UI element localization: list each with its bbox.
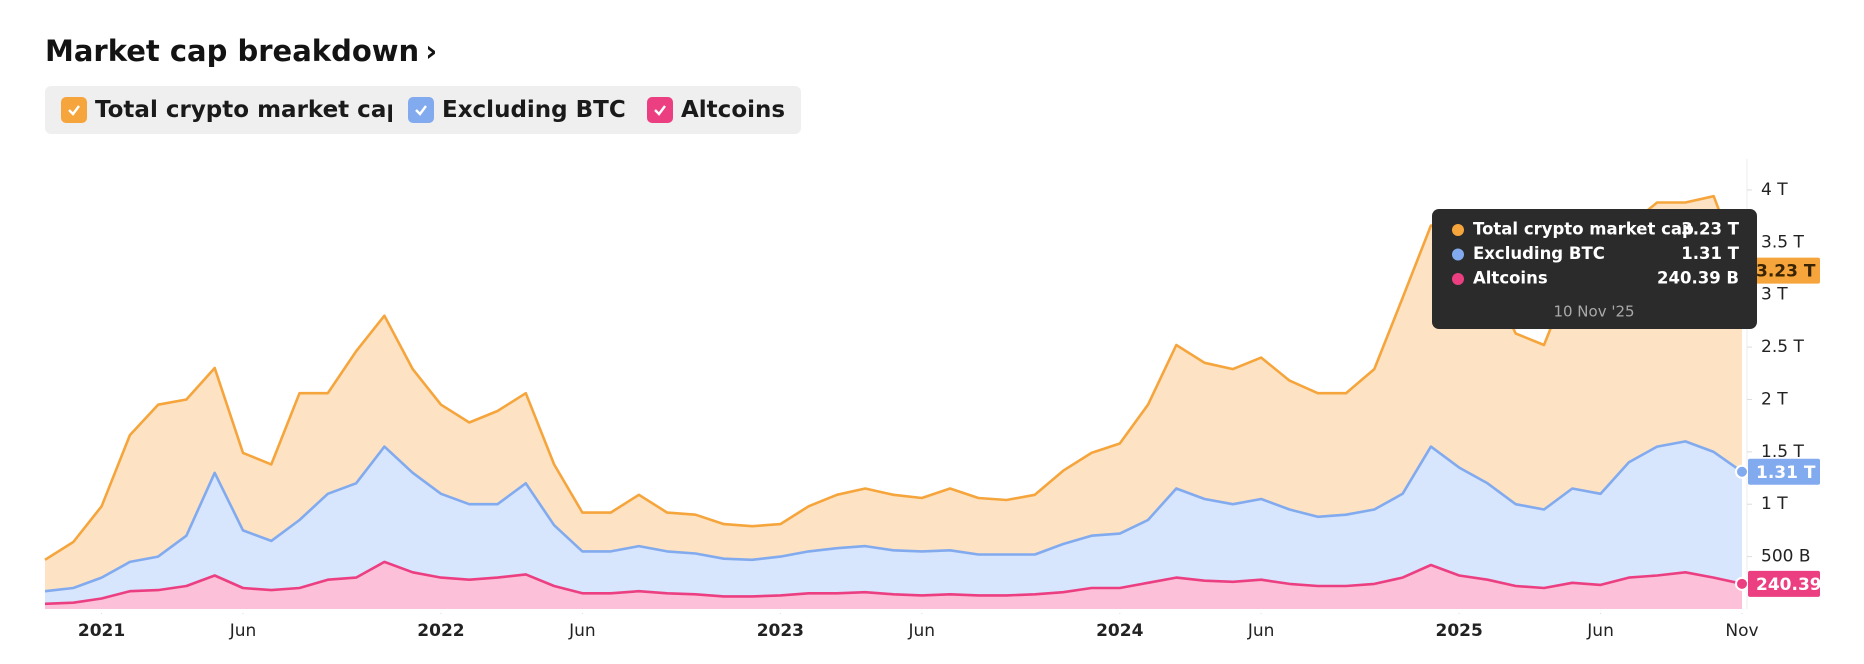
x-tick-label: Jun bbox=[229, 621, 257, 641]
legend-label[interactable]: Total crypto market cap bbox=[95, 97, 403, 123]
x-tick-label: 2021 bbox=[78, 621, 125, 641]
area-fill bbox=[45, 561, 1742, 609]
checkbox[interactable] bbox=[647, 97, 673, 123]
legend-label[interactable]: Excluding BTC bbox=[442, 97, 626, 123]
x-tick-label: 2023 bbox=[757, 621, 804, 641]
y-tick-label: 2 T bbox=[1761, 389, 1788, 409]
tooltip-value: 3.23 T bbox=[1681, 220, 1739, 239]
x-tick-label: Nov bbox=[1725, 621, 1758, 641]
series-line bbox=[44, 560, 1743, 606]
x-tick-label: 2022 bbox=[417, 621, 464, 641]
x-tick-label: 2024 bbox=[1096, 621, 1143, 641]
y-tick-label: 3 T bbox=[1761, 285, 1788, 305]
legend-toggle[interactable]: Excluding BTC bbox=[392, 86, 642, 134]
checkbox[interactable] bbox=[61, 97, 87, 123]
value-badge bbox=[1748, 257, 1820, 284]
value-badge-label: 3.23 T bbox=[1756, 262, 1816, 282]
tooltip-dot bbox=[1452, 224, 1464, 236]
y-tick-label: 1 T bbox=[1761, 494, 1788, 514]
tooltip-dot bbox=[1452, 273, 1464, 285]
tooltip-dot bbox=[1452, 248, 1464, 261]
check-icon bbox=[654, 105, 666, 116]
x-tick-label: Jun bbox=[1586, 621, 1614, 641]
tooltip-value: 1.31 T bbox=[1681, 244, 1739, 263]
tooltip-date: 10 Nov '25 bbox=[1553, 303, 1634, 321]
chart-title[interactable]: Market cap breakdown bbox=[45, 34, 420, 68]
series-line bbox=[44, 440, 1743, 593]
x-tick-label: Jun bbox=[908, 621, 936, 641]
tooltip-name: Altcoins bbox=[1473, 269, 1548, 288]
tooltip-name: Total crypto market cap bbox=[1473, 220, 1694, 239]
y-tick-label: 2.5 T bbox=[1761, 337, 1804, 357]
legend-label[interactable]: Altcoins bbox=[681, 97, 786, 123]
legend-toggle[interactable]: Total crypto market cap bbox=[45, 86, 419, 134]
x-tick-label: Jun bbox=[1247, 621, 1275, 641]
x-axis-band bbox=[0, 609, 1864, 613]
check-icon bbox=[68, 105, 80, 116]
tooltip-box bbox=[1432, 209, 1757, 329]
y-tick-label: 1.5 T bbox=[1761, 442, 1804, 462]
y-tick-label: 4 T bbox=[1761, 180, 1788, 200]
x-tick-label: 2025 bbox=[1436, 621, 1483, 641]
value-badge-label: 240.39 B bbox=[1756, 575, 1840, 595]
x-tick-label: Jun bbox=[568, 621, 596, 641]
tooltip-value: 240.39 B bbox=[1657, 269, 1739, 288]
tooltip-name: Excluding BTC bbox=[1473, 244, 1605, 263]
legend-toggle[interactable]: Altcoins bbox=[631, 86, 802, 134]
y-tick-label: 500 B bbox=[1761, 547, 1811, 567]
value-badge bbox=[1748, 458, 1820, 485]
area-fill bbox=[45, 441, 1742, 609]
value-badge-label: 1.31 T bbox=[1756, 463, 1816, 483]
end-dot bbox=[1735, 576, 1749, 591]
chevron[interactable]: › bbox=[425, 34, 438, 68]
y-tick-label: 3.5 T bbox=[1761, 232, 1804, 252]
checkbox[interactable] bbox=[408, 97, 434, 123]
check-icon bbox=[415, 105, 427, 116]
title-row[interactable]: Market cap breakdown › bbox=[45, 34, 437, 68]
end-dot bbox=[1735, 464, 1749, 479]
value-badge bbox=[1748, 570, 1820, 597]
